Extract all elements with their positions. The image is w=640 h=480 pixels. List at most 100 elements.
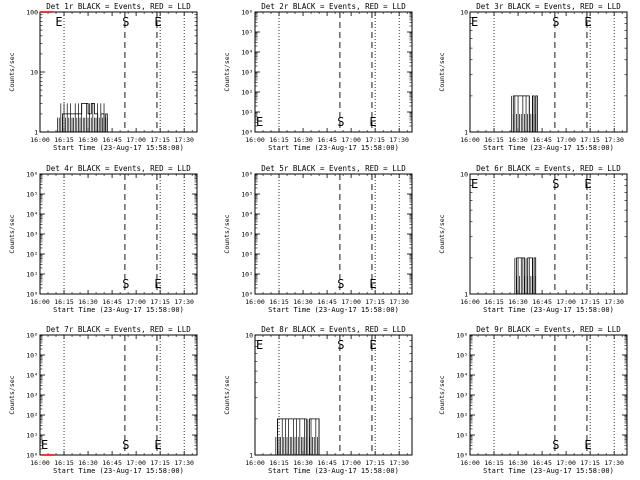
y-tick-label: 10³ (26, 392, 38, 400)
y-tick-label: 10⁵ (241, 191, 253, 199)
y-tick-label: 10⁶ (26, 332, 38, 340)
x-tick-label: 17:30 (174, 459, 194, 467)
x-tick-label: 16:15 (269, 298, 289, 306)
end-marker-label: E (584, 15, 591, 29)
y-tick-label: 10⁶ (456, 332, 468, 340)
y-tick-label: 10⁵ (456, 352, 468, 360)
chart-title: Det 7r BLACK = Events, RED = LLD (46, 325, 191, 334)
y-axis-label: Counts/sec (223, 375, 231, 414)
x-tick-label: 17:30 (389, 459, 409, 467)
end-marker-label-left: E (256, 338, 263, 352)
y-axis-label: Counts/sec (223, 52, 231, 91)
x-tick-label: 16:15 (269, 459, 289, 467)
end-marker-label-left: E (471, 15, 478, 29)
start-marker-label: S (122, 15, 129, 29)
x-tick-label: 17:15 (365, 459, 385, 467)
y-tick-label: 10³ (241, 69, 253, 77)
x-tick-label: 17:30 (389, 298, 409, 306)
chart-title: Det 9r BLACK = Events, RED = LLD (476, 325, 621, 334)
y-axis-label: Counts/sec (8, 52, 16, 91)
chart-panel-8: Det 8r BLACK = Events, RED = LLD 16:00 16:… (223, 325, 413, 475)
x-tick-label: 16:45 (317, 459, 337, 467)
x-tick-label: 16:30 (293, 459, 313, 467)
end-marker-label: E (154, 438, 161, 452)
x-tick-label: 17:00 (126, 298, 146, 306)
start-marker-label: S (122, 277, 129, 291)
plot-frame (39, 334, 198, 456)
y-tick-label: 10⁰ (26, 291, 38, 299)
x-tick-label: 17:00 (126, 459, 146, 467)
plot-frame (254, 334, 413, 456)
x-tick-label: 16:30 (293, 136, 313, 144)
x-axis-label: Start Time (23-Aug-17 15:58:00) (268, 467, 399, 475)
x-tick-label: 16:30 (508, 136, 528, 144)
x-axis-label: Start Time (23-Aug-17 15:58:00) (483, 467, 614, 475)
start-marker-label: S (337, 277, 344, 291)
y-tick-label: 10⁰ (26, 452, 38, 460)
chart-panel-4: Det 4r BLACK = Events, RED = LLD 16:00 16:… (8, 164, 198, 314)
y-tick-label: 10³ (241, 231, 253, 239)
y-tick-label: 1 (249, 452, 253, 460)
x-tick-label: 16:45 (102, 298, 122, 306)
y-axis-label: Counts/sec (223, 214, 231, 253)
y-tick-label: 10⁰ (241, 291, 253, 299)
chart-panel-2: Det 2r BLACK = Events, RED = LLD 16:00 16:… (223, 2, 413, 152)
x-tick-label: 17:00 (341, 298, 361, 306)
y-tick-label: 10 (460, 9, 468, 17)
x-tick-label: 16:45 (102, 136, 122, 144)
x-tick-label: 16:00 (460, 298, 480, 306)
x-axis-label: Start Time (23-Aug-17 15:58:00) (268, 306, 399, 314)
x-tick-label: 17:00 (341, 136, 361, 144)
x-tick-label: 16:45 (532, 459, 552, 467)
chart-title: Det 4r BLACK = Events, RED = LLD (46, 164, 191, 173)
x-tick-label: 16:15 (484, 459, 504, 467)
x-tick-label: 16:45 (532, 298, 552, 306)
x-tick-label: 17:15 (580, 136, 600, 144)
x-tick-label: 16:45 (317, 298, 337, 306)
y-tick-label: 10⁴ (456, 372, 468, 380)
x-tick-label: 17:15 (580, 298, 600, 306)
chart-title: Det 2r BLACK = Events, RED = LLD (261, 2, 406, 11)
chart-title: Det 6r BLACK = Events, RED = LLD (476, 164, 621, 173)
x-tick-label: 17:00 (341, 459, 361, 467)
events-series-line (57, 103, 109, 133)
y-tick-label: 10⁴ (26, 211, 38, 219)
x-tick-label: 17:30 (174, 298, 194, 306)
y-tick-label: 10⁰ (456, 452, 468, 460)
x-tick-label: 16:30 (78, 459, 98, 467)
x-tick-label: 17:15 (150, 136, 170, 144)
x-tick-label: 16:00 (460, 136, 480, 144)
y-tick-label: 1 (34, 129, 38, 137)
chart-panel-6: Det 6r BLACK = Events, RED = LLD 16:00 16:… (438, 164, 628, 314)
x-tick-label: 16:15 (484, 136, 504, 144)
x-tick-label: 16:15 (54, 136, 74, 144)
end-marker-label-left: E (471, 177, 478, 191)
x-tick-label: 16:45 (532, 136, 552, 144)
x-tick-label: 17:15 (365, 136, 385, 144)
y-axis-label: Counts/sec (8, 375, 16, 414)
end-marker-label: E (584, 177, 591, 191)
events-series-line (511, 95, 539, 133)
x-tick-label: 17:30 (174, 136, 194, 144)
x-tick-label: 16:00 (245, 298, 265, 306)
y-tick-label: 10 (245, 332, 253, 340)
y-tick-label: 10² (241, 251, 253, 259)
start-marker-label: S (337, 338, 344, 352)
events-series-line (514, 257, 538, 295)
x-tick-label: 16:30 (508, 298, 528, 306)
y-tick-label: 10 (460, 171, 468, 179)
y-tick-label: 10⁶ (241, 9, 253, 17)
x-tick-label: 16:30 (293, 298, 313, 306)
y-tick-label: 10¹ (241, 109, 253, 117)
end-marker-label-left: E (55, 15, 62, 29)
x-axis-label: Start Time (23-Aug-17 15:58:00) (53, 144, 184, 152)
plot-frame (469, 11, 628, 133)
x-axis-label: Start Time (23-Aug-17 15:58:00) (53, 467, 184, 475)
y-tick-label: 10³ (456, 392, 468, 400)
y-tick-label: 10⁴ (241, 211, 253, 219)
y-tick-label: 10¹ (26, 432, 38, 440)
x-tick-label: 16:30 (508, 459, 528, 467)
x-tick-label: 17:30 (604, 298, 624, 306)
y-tick-label: 10⁰ (241, 129, 253, 137)
